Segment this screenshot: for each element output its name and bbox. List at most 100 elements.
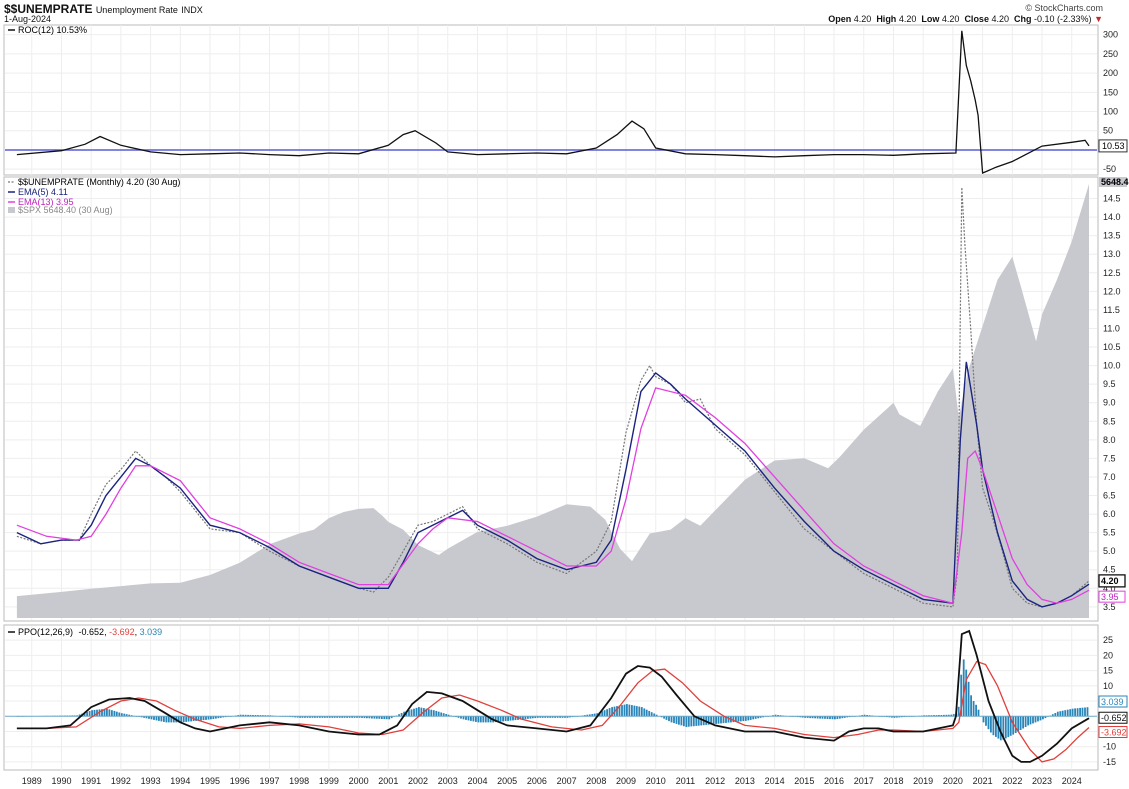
ppo-histogram-bar [720, 716, 722, 724]
x-tick-label: 1995 [200, 776, 220, 786]
ppo-histogram-bar [1009, 716, 1012, 736]
x-tick-label: 1990 [51, 776, 71, 786]
ppo-histogram-bar [472, 716, 475, 722]
ppo-histogram-bar [264, 715, 267, 717]
ppo-histogram-bar [524, 716, 527, 720]
roc-line [16, 30, 1090, 174]
chg-value: -0.10 (-2.33%) [1034, 14, 1092, 24]
x-tick-label: 2018 [883, 776, 903, 786]
ppo-histogram-bar [219, 716, 222, 718]
ppo-histogram-bar [296, 716, 299, 718]
ppo-histogram-bar [1064, 710, 1067, 717]
price-y-tick-label: 14.5 [1103, 194, 1121, 204]
ppo-histogram-bar [1056, 711, 1059, 717]
ppo-histogram-bar [645, 709, 648, 717]
ppo-histogram-bar [212, 716, 215, 719]
price-legend-text: $$UNEMPRATE (Monthly) 4.20 (30 Aug) [18, 177, 180, 187]
ppo-histogram-bar [420, 707, 423, 717]
ppo-histogram-bar [427, 709, 430, 717]
ppo-histogram-bar [83, 712, 86, 717]
ema13-last-value-tag: 3.95 [1098, 590, 1126, 603]
ppo-histogram-bar [566, 716, 569, 718]
ppo-histogram-bar [430, 709, 433, 717]
spx-last-value-box [1099, 177, 1127, 187]
ppo-histogram-bar [655, 714, 658, 717]
ppo-histogram-bar [375, 716, 378, 719]
ppo-legend-hist-value: 3.039 [140, 627, 163, 637]
ppo-histogram-bar [512, 716, 514, 721]
ppo-histogram-bar [529, 716, 532, 719]
ppo-histogram-bar [759, 716, 762, 718]
low-label: Low [921, 14, 940, 24]
ppo-histogram-bar [432, 710, 435, 717]
ppo-histogram-bar [970, 695, 972, 717]
roc-y-tick-label: 250 [1103, 49, 1118, 59]
ppo-histogram-bar [1084, 707, 1086, 717]
ppo-histogram-bar [106, 708, 108, 717]
ppo-y-tick-label: 15 [1103, 666, 1113, 676]
roc-legend-text: ROC(12) 10.53% [18, 25, 87, 35]
chg-label: Chg [1014, 14, 1032, 24]
ppo-y-tick-label: 25 [1103, 635, 1113, 645]
ppo-histogram-bar [841, 716, 844, 719]
ppo-histogram-bar [497, 716, 500, 722]
ppo-histogram-bar [739, 716, 742, 722]
ppo-histogram-bar [843, 716, 846, 718]
ppo-histogram-bar [1024, 716, 1027, 727]
ppo-histogram-bar [1039, 716, 1042, 721]
ppo-histogram-bar [534, 716, 537, 719]
ppo-histogram-bar [237, 715, 240, 717]
ppo-histogram-bar [945, 714, 948, 717]
ppo-histogram-bar [252, 715, 254, 717]
roc-panel-frame [3, 24, 1099, 176]
ppo-histogram-bar [923, 715, 925, 717]
ppo-histogram-bar [341, 716, 344, 718]
ppo-histogram-bar [130, 715, 133, 717]
price-last-value-box [1098, 574, 1126, 588]
ppo-histogram-bar [821, 716, 824, 719]
ppo-panel-frame [3, 624, 1099, 771]
ppo-histogram-bar [314, 716, 316, 718]
ema13-last-value-box [1098, 590, 1126, 603]
ppo-histogram-bar [222, 716, 225, 718]
ppo-histogram-bar [940, 715, 943, 717]
ppo-histogram-bar [462, 716, 465, 720]
ppo-histogram-bar [200, 716, 202, 721]
symbol-exchange: INDX [181, 5, 203, 15]
ppo-histogram-bar [819, 716, 821, 719]
ppo-histogram-bar [1014, 716, 1017, 733]
ppo-histogram-bar [593, 713, 596, 717]
ppo-histogram-bar [1004, 716, 1007, 739]
ppo-histogram-bar [772, 715, 774, 717]
ppo-histogram-bar [338, 716, 341, 718]
ppo-histogram-bar [995, 716, 997, 737]
x-tick-label: 1993 [141, 776, 161, 786]
low-value: 4.20 [941, 14, 960, 24]
ppo-legend-sep2: , [135, 627, 140, 637]
price-y-tick-label: 6.0 [1103, 509, 1116, 519]
ppo-histogram-bar [343, 716, 346, 718]
ppo-last-value-text: -3.692 [1101, 727, 1127, 737]
ppo-histogram-bar [373, 716, 376, 719]
ppo-histogram-bar [319, 716, 321, 718]
ppo-histogram-bar [323, 716, 326, 718]
ppo-histogram-bar [947, 714, 950, 717]
unemployment-rate-line [16, 187, 1090, 608]
spx-last-value-tag: 5648.4 [1099, 177, 1129, 187]
ppo-histogram-bar [824, 716, 826, 719]
ppo-histogram-bar [628, 704, 631, 717]
ppo-histogram-bar [88, 711, 91, 717]
ppo-histogram-bar [408, 710, 410, 717]
ppo-histogram-bar [470, 716, 472, 721]
ppo-histogram-bar [205, 716, 207, 720]
x-tick-label: 2002 [408, 776, 428, 786]
ppo-histogram-bar [1086, 707, 1089, 717]
ppo-histogram-bar [722, 716, 725, 724]
ppo-legend-text: PPO(12,26,9) -0.652, -3.692, 3.039 [18, 627, 162, 637]
ppo-histogram-bar [1029, 716, 1032, 725]
ppo-histogram-bar [544, 716, 547, 718]
ppo-histogram-bar [546, 716, 549, 718]
ppo-histogram-bar [385, 716, 388, 720]
ppo-histogram-bar [167, 716, 170, 723]
ppo-histogram-bar [757, 716, 760, 719]
